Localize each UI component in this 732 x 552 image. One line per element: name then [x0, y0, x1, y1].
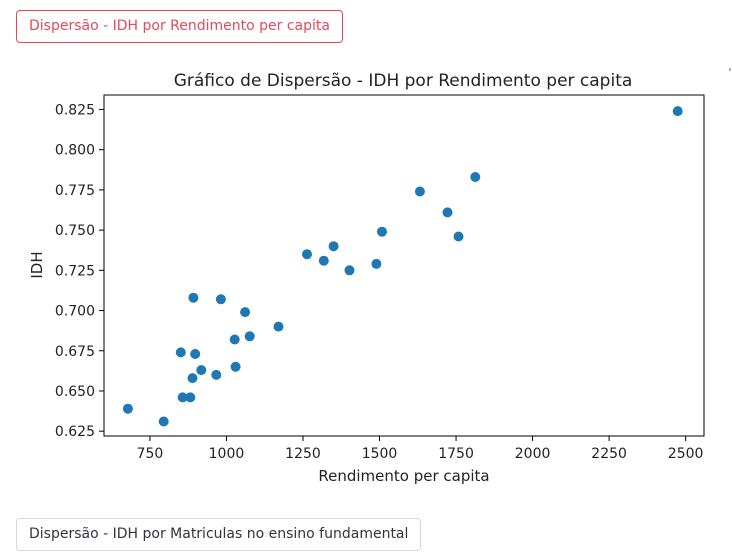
data-point-20 — [344, 265, 355, 276]
data-point-12 — [229, 334, 240, 345]
data-point-8 — [190, 349, 201, 359]
y-tick-label: 0.700 — [55, 304, 95, 320]
data-point-4 — [177, 392, 188, 403]
scrollbar-mark — [729, 68, 731, 71]
data-point-17 — [302, 249, 312, 260]
data-point-21 — [371, 258, 382, 269]
x-tick-label: 750 — [137, 446, 164, 462]
data-point-26 — [470, 172, 481, 182]
x-tick-label: 2000 — [515, 446, 551, 462]
x-tick-label: 1000 — [209, 446, 245, 462]
data-point-15 — [244, 331, 255, 342]
data-point-22 — [377, 226, 387, 237]
y-tick-label: 0.675 — [55, 344, 95, 360]
tab-dispersao-idh-rendimento[interactable]: Dispersão - IDH por Rendimento per capit… — [16, 10, 343, 43]
y-tick-label: 0.750 — [55, 223, 95, 239]
data-point-25 — [453, 231, 464, 242]
plot-frame — [103, 94, 705, 437]
data-point-9 — [196, 365, 207, 376]
x-axis-label: Rendimento per capita — [318, 467, 489, 485]
data-point-23 — [414, 186, 425, 197]
data-point-6 — [187, 373, 198, 384]
data-point-14 — [240, 307, 251, 318]
tab-dispersao-idh-matriculas[interactable]: Dispersão - IDH por Matriculas no ensino… — [16, 518, 422, 551]
data-point-18 — [318, 255, 329, 266]
data-point-5 — [185, 392, 196, 403]
scatter-chart: Gráfico de Dispersão - IDH por Rendiment… — [0, 60, 732, 500]
data-point-13 — [230, 361, 241, 372]
data-point-16 — [273, 321, 284, 332]
x-tick-label: 2500 — [668, 446, 704, 462]
data-point-10 — [211, 369, 222, 380]
y-tick-label: 0.825 — [55, 102, 95, 118]
y-tick-label: 0.775 — [55, 183, 95, 199]
y-axis: 0.625 0.650 0.675 0.700 0.725 0.750 0.775 0.800… — [55, 102, 104, 440]
x-tick-label: 1250 — [285, 446, 321, 462]
data-point-1 — [122, 403, 133, 414]
data-point-2 — [158, 416, 169, 427]
data-point-27 — [672, 106, 683, 117]
data-point-19 — [328, 241, 339, 252]
chart-title: Gráfico de Dispersão - IDH por Rendiment… — [174, 71, 633, 91]
y-tick-label: 0.625 — [55, 424, 95, 440]
y-tick-label: 0.725 — [55, 263, 95, 279]
points-layer — [122, 106, 683, 427]
data-point-24 — [442, 207, 453, 218]
y-tick-label: 0.800 — [55, 143, 95, 159]
x-axis: 750 1000 1250 1500 1750 2000 2250 2500 — [137, 436, 704, 462]
x-tick-label: 1750 — [438, 446, 474, 462]
data-point-7 — [188, 292, 199, 303]
y-axis-label: IDH — [28, 251, 46, 278]
x-tick-label: 2250 — [591, 446, 627, 462]
x-tick-label: 1500 — [362, 446, 398, 462]
data-point-3 — [175, 347, 186, 358]
data-point-11 — [215, 294, 226, 305]
chart-svg: Gráfico de Dispersão - IDH por Rendiment… — [28, 71, 705, 485]
y-tick-label: 0.650 — [55, 384, 95, 400]
